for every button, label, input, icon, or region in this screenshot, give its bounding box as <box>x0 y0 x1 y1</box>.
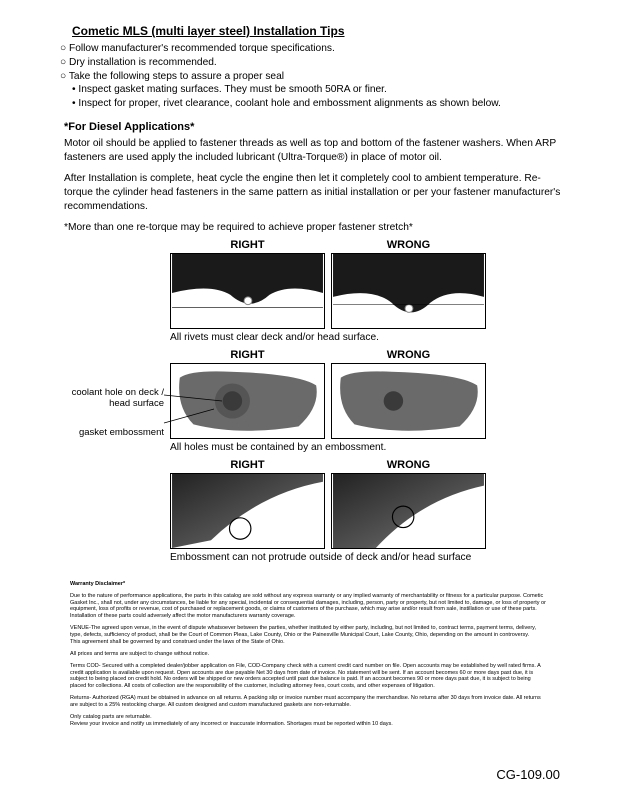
diesel-para-2: After Installation is complete, heat cyc… <box>64 172 568 213</box>
fine-p5: Returns- Authorized (RGA) must be obtain… <box>70 695 548 709</box>
row2-right-label: RIGHT <box>170 349 325 361</box>
fine-p2: VENUE-The agreed upon venue, in the even… <box>70 625 548 646</box>
row3-right-label: RIGHT <box>170 459 325 471</box>
row2-wrong-panel <box>331 363 486 439</box>
diesel-para-1: Motor oil should be applied to fastener … <box>64 137 568 165</box>
row1-right-panel <box>170 253 325 329</box>
coolant-label: coolant hole on deck / head surface <box>64 387 164 410</box>
bullet-4: • Inspect gasket mating surfaces. They m… <box>72 83 568 97</box>
fine-p4: Terms COD- Secured with a completed deal… <box>70 663 548 691</box>
bullet-1: ○ Follow manufacturer's recommended torq… <box>60 42 568 56</box>
doc-number: CG-109.00 <box>496 767 560 782</box>
row1-wrong-label: WRONG <box>331 239 486 251</box>
row1-right-label: RIGHT <box>170 239 325 251</box>
warranty-head: Warranty Disclaimer* <box>70 581 548 588</box>
fine-p1: Due to the nature of performance applica… <box>70 593 548 621</box>
row2-wrong-label: WRONG <box>331 349 486 361</box>
diesel-heading: *For Diesel Applications* <box>64 121 568 133</box>
fine-p3: All prices and terms are subject to chan… <box>70 651 548 658</box>
fine-print: Warranty Disclaimer* Due to the nature o… <box>70 581 548 728</box>
row1-wrong-panel <box>331 253 486 329</box>
row3-wrong-label: WRONG <box>331 459 486 471</box>
row2-caption: All holes must be contained by an emboss… <box>170 442 486 453</box>
bullet-5: • Inspect for proper, rivet clearance, c… <box>72 97 568 111</box>
row3-right-panel <box>170 473 325 549</box>
bullet-list: ○ Follow manufacturer's recommended torq… <box>50 42 568 111</box>
fine-p6: Only catalog parts are returnable.Review… <box>70 714 548 728</box>
row3-wrong-panel <box>331 473 486 549</box>
emboss-label: gasket embossment <box>64 427 164 438</box>
bullet-3: ○ Take the following steps to assure a p… <box>60 70 568 84</box>
row2-right-panel <box>170 363 325 439</box>
row3-caption: Embossment can not protrude outside of d… <box>170 552 486 563</box>
retorque-note: *More than one re-torque may be required… <box>64 222 568 233</box>
diagram-block: RIGHT WRONG All rivets must clear deck a… <box>64 239 568 563</box>
row1-caption: All rivets must clear deck and/or head s… <box>170 332 486 343</box>
page-title: Cometic MLS (multi layer steel) Installa… <box>72 24 568 38</box>
bullet-2: ○ Dry installation is recommended. <box>60 56 568 70</box>
